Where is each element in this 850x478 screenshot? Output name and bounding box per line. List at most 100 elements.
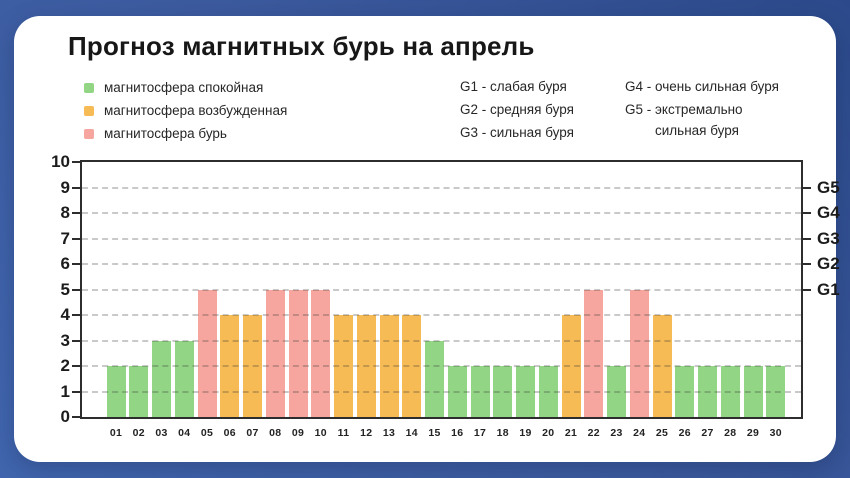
y-tick-1: [72, 390, 80, 393]
x-tick-label-22: 22: [587, 427, 600, 439]
x-tick-label-01: 01: [109, 427, 123, 439]
bar-day-21: [561, 315, 581, 417]
gridline-y8: [82, 212, 801, 214]
right-tick-G5: [803, 186, 811, 189]
bar-day-25: [652, 315, 672, 417]
bar-day-27: [698, 366, 717, 417]
gridline-y9: [82, 186, 801, 189]
y-tick-label-4: 4: [60, 305, 70, 324]
y-tick-label-10: 10: [51, 152, 70, 171]
bar-day-01: [106, 366, 126, 417]
y-tick-label-7: 7: [60, 228, 70, 248]
bar-day-08: [265, 289, 285, 417]
y-tick-label-8: 8: [60, 203, 70, 222]
bar-day-10: [311, 289, 331, 417]
bar-day-04: [174, 340, 194, 417]
x-tick-label-09: 09: [291, 427, 305, 439]
bar-day-17: [470, 366, 490, 417]
right-axis-label-G3: G3: [817, 228, 840, 248]
y-tick-10: [72, 161, 80, 163]
right-tick-G4: [803, 212, 811, 214]
x-tick-label-21: 21: [564, 427, 578, 439]
x-tick-label-05: 05: [200, 427, 214, 439]
x-tick-label-25: 25: [655, 427, 669, 439]
bar-day-20: [538, 366, 558, 417]
legend-item-excited: магнитосфера возбужденная: [84, 99, 287, 122]
y-tick-8: [72, 212, 80, 214]
forecast-card: Прогноз магнитных бурь на апрель магнито…: [14, 16, 840, 462]
y-tick-label-9: 9: [60, 177, 70, 197]
legend-item-storm: магнитосфера бурь: [84, 122, 287, 145]
bar-day-16: [447, 366, 467, 417]
x-tick-label-27: 27: [701, 427, 714, 439]
bar-day-22: [584, 289, 604, 417]
x-tick-label-03: 03: [155, 427, 168, 439]
x-tick-label-10: 10: [314, 427, 327, 439]
y-tick-label-1: 1: [60, 381, 70, 401]
bar-day-06: [220, 315, 240, 417]
bar-day-30: [766, 366, 786, 417]
right-axis-label-G4: G4: [817, 203, 840, 222]
y-tick-0: [72, 416, 80, 418]
bar-chart-plot: 01 02 03 04 05 06 07 08 09 10 11 12 13 14 15 16 17 18 19 20…: [51, 152, 840, 439]
y-tick-3: [72, 339, 80, 342]
bar-day-23: [607, 366, 626, 417]
y-tick-9: [72, 186, 80, 189]
x-tick-label-17: 17: [473, 427, 487, 439]
y-tick-label-0: 0: [60, 407, 70, 426]
y-tick-label-3: 3: [60, 330, 70, 350]
x-tick-label-30: 30: [769, 427, 782, 439]
x-tick-label-20: 20: [542, 427, 555, 439]
legend-item-quiet: магнитосфера спокойная: [84, 76, 287, 99]
storm-scale-column-1: G1 - слабая буря G2 - средняя буря G3 - си…: [460, 76, 574, 145]
legend-label-storm: магнитосфера бурь: [104, 126, 227, 141]
bar-day-19: [516, 366, 535, 417]
bar-day-05: [197, 289, 217, 417]
x-tick-label-29: 29: [746, 427, 760, 439]
x-tick-label-26: 26: [678, 427, 691, 439]
bar-day-29: [743, 366, 763, 417]
x-tick-label-08: 08: [269, 427, 282, 439]
gridline-y3: [82, 339, 801, 342]
gridline-y1: [82, 390, 801, 393]
legend-label-excited: магнитосфера возбужденная: [104, 103, 288, 118]
legend: магнитосфера спокойная магнитосфера возбу…: [84, 76, 287, 145]
gridline-y5: [82, 288, 801, 291]
x-tick-label-24: 24: [633, 427, 646, 439]
x-tick-label-14: 14: [405, 427, 418, 439]
x-tick-label-15: 15: [428, 427, 441, 439]
bar-day-14: [402, 315, 422, 417]
y-tick-5: [72, 288, 80, 291]
bar-day-07: [243, 315, 262, 417]
bar-day-11: [334, 315, 353, 417]
bar-day-24: [629, 289, 649, 417]
page-title: Прогноз магнитных бурь на апрель: [68, 31, 535, 61]
y-tick-label-5: 5: [60, 279, 70, 299]
y-tick-2: [72, 365, 80, 367]
gridline-y4: [82, 314, 801, 316]
x-tick-label-12: 12: [360, 427, 373, 439]
storm-scale-item-g4: G4 - очень сильная буря: [625, 79, 779, 94]
legend-swatch-excited: [84, 105, 94, 116]
storm-scale-item-g2: G2 - средняя буря: [460, 102, 574, 117]
x-tick-label-28: 28: [724, 427, 737, 439]
x-tick-label-04: 04: [178, 427, 191, 439]
bar-day-15: [425, 340, 444, 417]
x-tick-label-18: 18: [496, 427, 509, 439]
right-axis-label-G5: G5: [817, 177, 840, 197]
right-tick-G2: [803, 263, 811, 265]
right-axis-label-G1: G1: [817, 279, 840, 299]
gridline-y6: [82, 263, 801, 265]
bar-day-18: [493, 366, 513, 417]
storm-scale-item-g3: G3 - сильная буря: [460, 125, 574, 140]
y-tick-label-2: 2: [60, 356, 70, 375]
right-tick-G1: [803, 288, 811, 291]
bar-day-28: [720, 366, 740, 417]
gridline-y7: [82, 237, 801, 240]
bar-day-03: [152, 340, 171, 417]
storm-scale-column-2: G4 - очень сильная буря G5 - экстремально…: [625, 76, 825, 143]
y-tick-6: [72, 263, 80, 265]
x-tick-label-19: 19: [519, 427, 532, 439]
x-tick-label-11: 11: [337, 427, 350, 439]
